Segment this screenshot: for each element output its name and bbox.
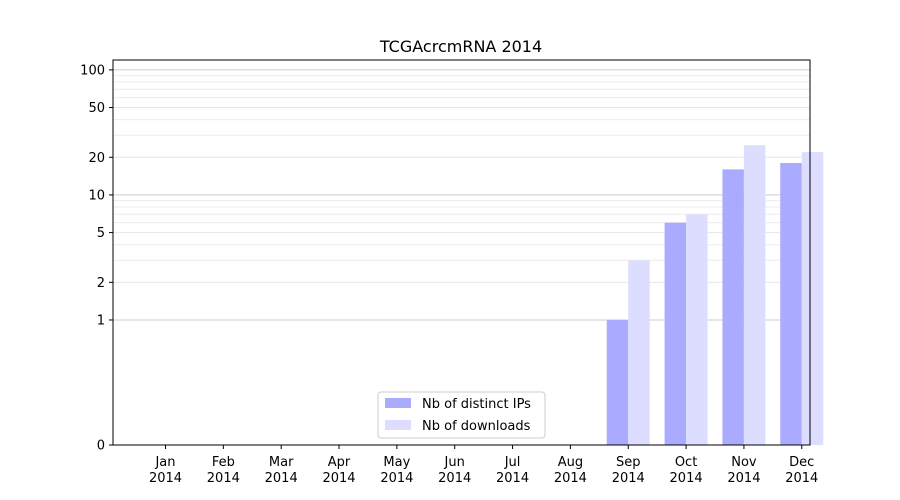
y-tick-label: 1	[97, 313, 105, 328]
x-tick-label-year: 2014	[727, 471, 760, 486]
x-tick-label-month: Oct	[675, 455, 697, 470]
x-tick-label-year: 2014	[380, 471, 413, 486]
legend-label-ips: Nb of distinct IPs	[422, 397, 531, 412]
y-tick-label: 5	[97, 226, 105, 241]
bar-distinct-ips	[780, 163, 802, 445]
x-tick-label-month: Apr	[328, 455, 351, 470]
x-tick-label-month: May	[383, 455, 410, 470]
y-tick-label: 2	[97, 276, 105, 291]
x-tick-label-month: Sep	[616, 455, 641, 470]
x-tick-label-month: Nov	[731, 455, 757, 470]
legend-box	[377, 391, 546, 439]
bar-distinct-ips	[722, 169, 744, 445]
x-tick-label-year: 2014	[265, 471, 298, 486]
bar-downloads	[743, 145, 766, 445]
y-tick-label: 20	[88, 151, 105, 166]
legend-swatch-downloads	[385, 420, 411, 430]
bar-downloads	[801, 152, 824, 445]
y-tick-label: 10	[88, 188, 105, 203]
plot-frame	[112, 59, 811, 446]
x-tick-label-year: 2014	[322, 471, 355, 486]
x-tick-label-month: Dec	[789, 455, 814, 470]
chart-title: TCGAcrcmRNA 2014	[379, 37, 542, 56]
x-tick-label-month: Mar	[269, 455, 294, 470]
x-tick-label-year: 2014	[612, 471, 645, 486]
legend-swatch-ips	[385, 398, 411, 408]
x-tick-label-year: 2014	[438, 471, 471, 486]
bar-downloads	[628, 260, 650, 445]
bar-distinct-ips	[664, 222, 687, 445]
y-tick-label: 100	[80, 63, 105, 78]
x-tick-label-month: Jan	[154, 455, 175, 470]
y-tick-label: 50	[88, 101, 105, 116]
x-tick-label-month: Aug	[558, 455, 583, 470]
x-tick-label-month: Feb	[212, 455, 235, 470]
legend-label-downloads: Nb of downloads	[422, 419, 531, 434]
x-tick-label-year: 2014	[149, 471, 182, 486]
x-tick-label-year: 2014	[554, 471, 587, 486]
x-tick-label-year: 2014	[670, 471, 703, 486]
x-tick-label-month: Jul	[504, 455, 521, 470]
bar-distinct-ips	[606, 319, 629, 445]
x-tick-label-year: 2014	[207, 471, 240, 486]
x-tick-label-year: 2014	[496, 471, 529, 486]
y-tick-label: 0	[97, 439, 105, 454]
bar-downloads	[686, 214, 708, 445]
x-tick-label-year: 2014	[785, 471, 818, 486]
x-tick-label-month: Jun	[444, 455, 465, 470]
legend: Nb of distinct IPs Nb of downloads	[377, 391, 546, 439]
